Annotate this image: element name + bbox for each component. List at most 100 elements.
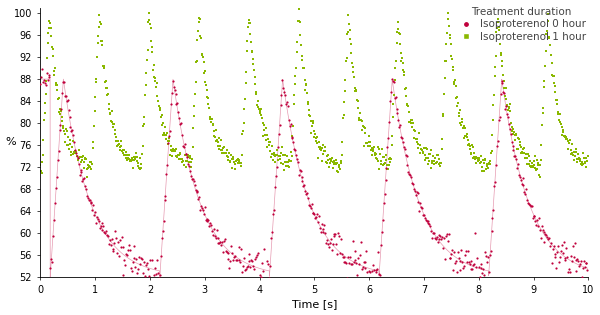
Point	[72, 154, 82, 159]
Point	[391, 94, 400, 100]
Point	[470, 151, 479, 156]
Point	[97, 38, 106, 43]
Point	[449, 82, 459, 87]
Point	[194, 194, 204, 199]
Point	[241, 266, 251, 272]
Point	[372, 157, 382, 162]
Point	[462, 135, 472, 140]
Point	[301, 192, 311, 197]
Point	[89, 140, 98, 145]
Point	[359, 143, 369, 148]
Point	[422, 218, 431, 223]
Point	[130, 255, 139, 261]
Point	[444, 232, 454, 237]
Point	[499, 91, 509, 96]
Point	[159, 130, 169, 135]
Point	[470, 156, 480, 161]
Point	[301, 88, 310, 93]
Point	[122, 252, 132, 257]
Point	[347, 51, 356, 56]
Point	[411, 192, 421, 198]
Point	[322, 153, 331, 158]
Point	[385, 98, 395, 103]
Point	[571, 146, 580, 152]
Point	[572, 160, 582, 165]
Point	[485, 161, 494, 166]
Point	[435, 161, 445, 166]
Point	[165, 128, 175, 133]
Point	[324, 164, 334, 169]
Point	[236, 163, 245, 168]
Point	[115, 145, 124, 150]
Point	[403, 103, 412, 108]
Point	[544, 35, 554, 40]
Point	[193, 29, 203, 34]
Point	[341, 59, 351, 64]
Point	[67, 129, 76, 134]
Point	[253, 103, 262, 108]
Point	[274, 153, 284, 158]
Point	[70, 150, 79, 155]
Point	[247, 49, 257, 54]
Point	[583, 154, 593, 159]
Point	[407, 180, 417, 186]
Point	[42, 55, 52, 60]
Point	[70, 147, 80, 152]
Point	[532, 223, 541, 228]
Point	[466, 267, 475, 272]
Point	[206, 223, 216, 228]
Point	[184, 153, 193, 158]
Point	[393, 26, 403, 32]
Point	[219, 238, 229, 243]
Point	[533, 224, 543, 229]
Point	[456, 123, 466, 128]
Point	[488, 118, 497, 123]
Point	[169, 148, 178, 153]
Point	[329, 161, 338, 166]
Point	[175, 115, 184, 120]
Point	[497, 78, 507, 83]
Point	[268, 157, 278, 162]
Point	[511, 157, 521, 162]
Point	[256, 111, 265, 116]
Point	[128, 165, 137, 170]
Point	[467, 258, 476, 263]
Point	[239, 255, 249, 260]
Point	[389, 80, 398, 85]
Point	[440, 75, 449, 80]
Point	[160, 124, 169, 129]
Point	[270, 160, 280, 165]
Point	[358, 118, 367, 123]
Point	[465, 262, 475, 267]
Point	[363, 143, 373, 148]
Point	[196, 203, 206, 208]
Point	[200, 205, 209, 210]
Point	[487, 148, 496, 153]
Point	[344, 260, 354, 265]
Point	[407, 117, 416, 123]
Point	[536, 236, 545, 241]
Point	[337, 252, 347, 257]
Point	[294, 173, 304, 178]
Point	[134, 165, 144, 170]
Point	[474, 265, 484, 270]
Point	[112, 139, 121, 144]
Point	[566, 152, 575, 157]
Point	[548, 246, 557, 251]
Point	[212, 137, 222, 142]
Point	[180, 153, 190, 158]
Point	[462, 260, 472, 265]
Point	[399, 70, 409, 75]
Point	[496, 50, 505, 55]
Point	[575, 158, 585, 163]
Point	[574, 157, 584, 162]
Point	[493, 138, 503, 143]
Point	[453, 249, 463, 254]
Point	[305, 203, 314, 209]
Point	[478, 158, 488, 163]
Point	[93, 216, 103, 221]
Point	[112, 143, 122, 148]
Point	[199, 59, 208, 64]
Point	[346, 36, 355, 41]
Point	[488, 208, 498, 213]
